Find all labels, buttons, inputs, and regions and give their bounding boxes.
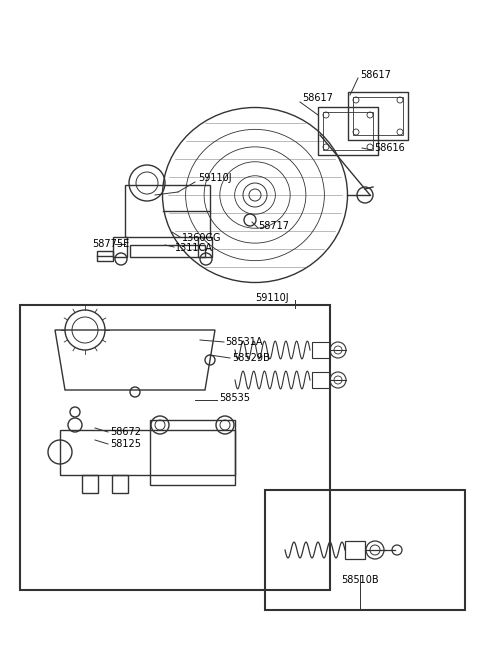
Bar (265, 490, 465, 610)
Text: 58510B: 58510B (341, 575, 379, 585)
Text: 58617: 58617 (360, 70, 391, 80)
Text: 58775E: 58775E (92, 239, 129, 249)
Text: 59110J: 59110J (255, 293, 288, 303)
Text: 58717: 58717 (258, 221, 289, 231)
Text: 58529B: 58529B (232, 353, 270, 363)
Text: 59110J: 59110J (198, 173, 232, 183)
Text: 58672: 58672 (110, 427, 141, 437)
Bar (312, 372, 330, 388)
Bar (353, 97, 403, 135)
Text: 58535: 58535 (219, 393, 250, 403)
Bar (312, 342, 330, 358)
Bar (112, 475, 128, 493)
Bar (345, 541, 365, 559)
Text: 58617: 58617 (302, 93, 333, 103)
Text: 58125: 58125 (110, 439, 141, 449)
Text: 1311CA: 1311CA (175, 243, 213, 253)
Bar (60, 430, 235, 475)
Bar (113, 237, 127, 257)
Bar (130, 245, 205, 257)
Text: 58531A: 58531A (225, 337, 263, 347)
Bar (82, 475, 98, 493)
Bar (150, 420, 235, 485)
Bar (125, 185, 210, 237)
Bar (198, 237, 212, 257)
Bar (318, 107, 378, 155)
Bar (348, 92, 408, 140)
Bar (97, 251, 113, 261)
Bar (20, 305, 330, 590)
Text: 58616: 58616 (374, 143, 405, 153)
Bar (323, 112, 373, 150)
Text: 1360GG: 1360GG (182, 233, 221, 243)
